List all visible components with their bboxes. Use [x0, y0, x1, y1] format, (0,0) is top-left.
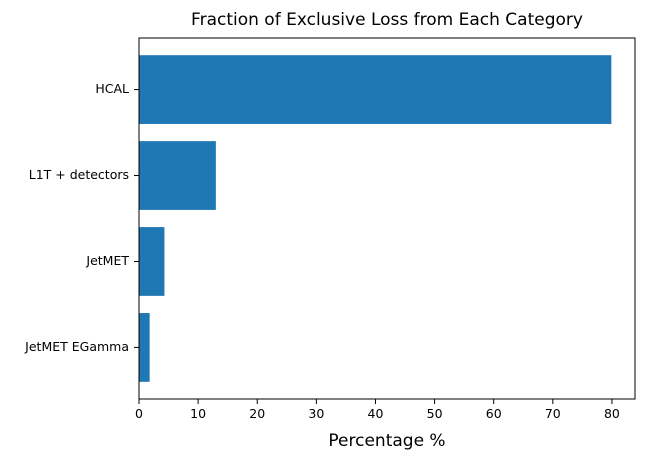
x-axis-ticks: 0 10 20 30 40 50 60 70 80 [135, 399, 620, 421]
plot-frame [138, 37, 636, 400]
y-tick-label: JetMET [85, 253, 129, 268]
x-tick-label: 30 [308, 406, 324, 421]
x-tick-label: 70 [545, 406, 561, 421]
x-tick-label: 20 [249, 406, 265, 421]
bar-jetmet-egamma [139, 313, 150, 382]
x-tick-label: 0 [135, 406, 143, 421]
x-tick-label: 80 [604, 406, 620, 421]
y-tick-label: L1T + detectors [29, 167, 129, 182]
bar-l1t-detectors [139, 141, 216, 210]
bar-hcal [139, 55, 612, 124]
chart-title: Fraction of Exclusive Loss from Each Cat… [191, 10, 583, 30]
x-tick-label: 50 [427, 406, 443, 421]
x-axis-title: Percentage % [328, 431, 445, 451]
x-tick-label: 60 [486, 406, 502, 421]
x-tick-label: 40 [368, 406, 384, 421]
bars-group [139, 55, 612, 382]
x-tick-label: 10 [190, 406, 206, 421]
y-tick-label: HCAL [95, 81, 129, 96]
bar-jetmet [139, 227, 165, 296]
y-axis-ticks: JetMET EGamma JetMET L1T + detectors HCAL [24, 81, 139, 354]
y-tick-label: JetMET EGamma [24, 339, 129, 354]
